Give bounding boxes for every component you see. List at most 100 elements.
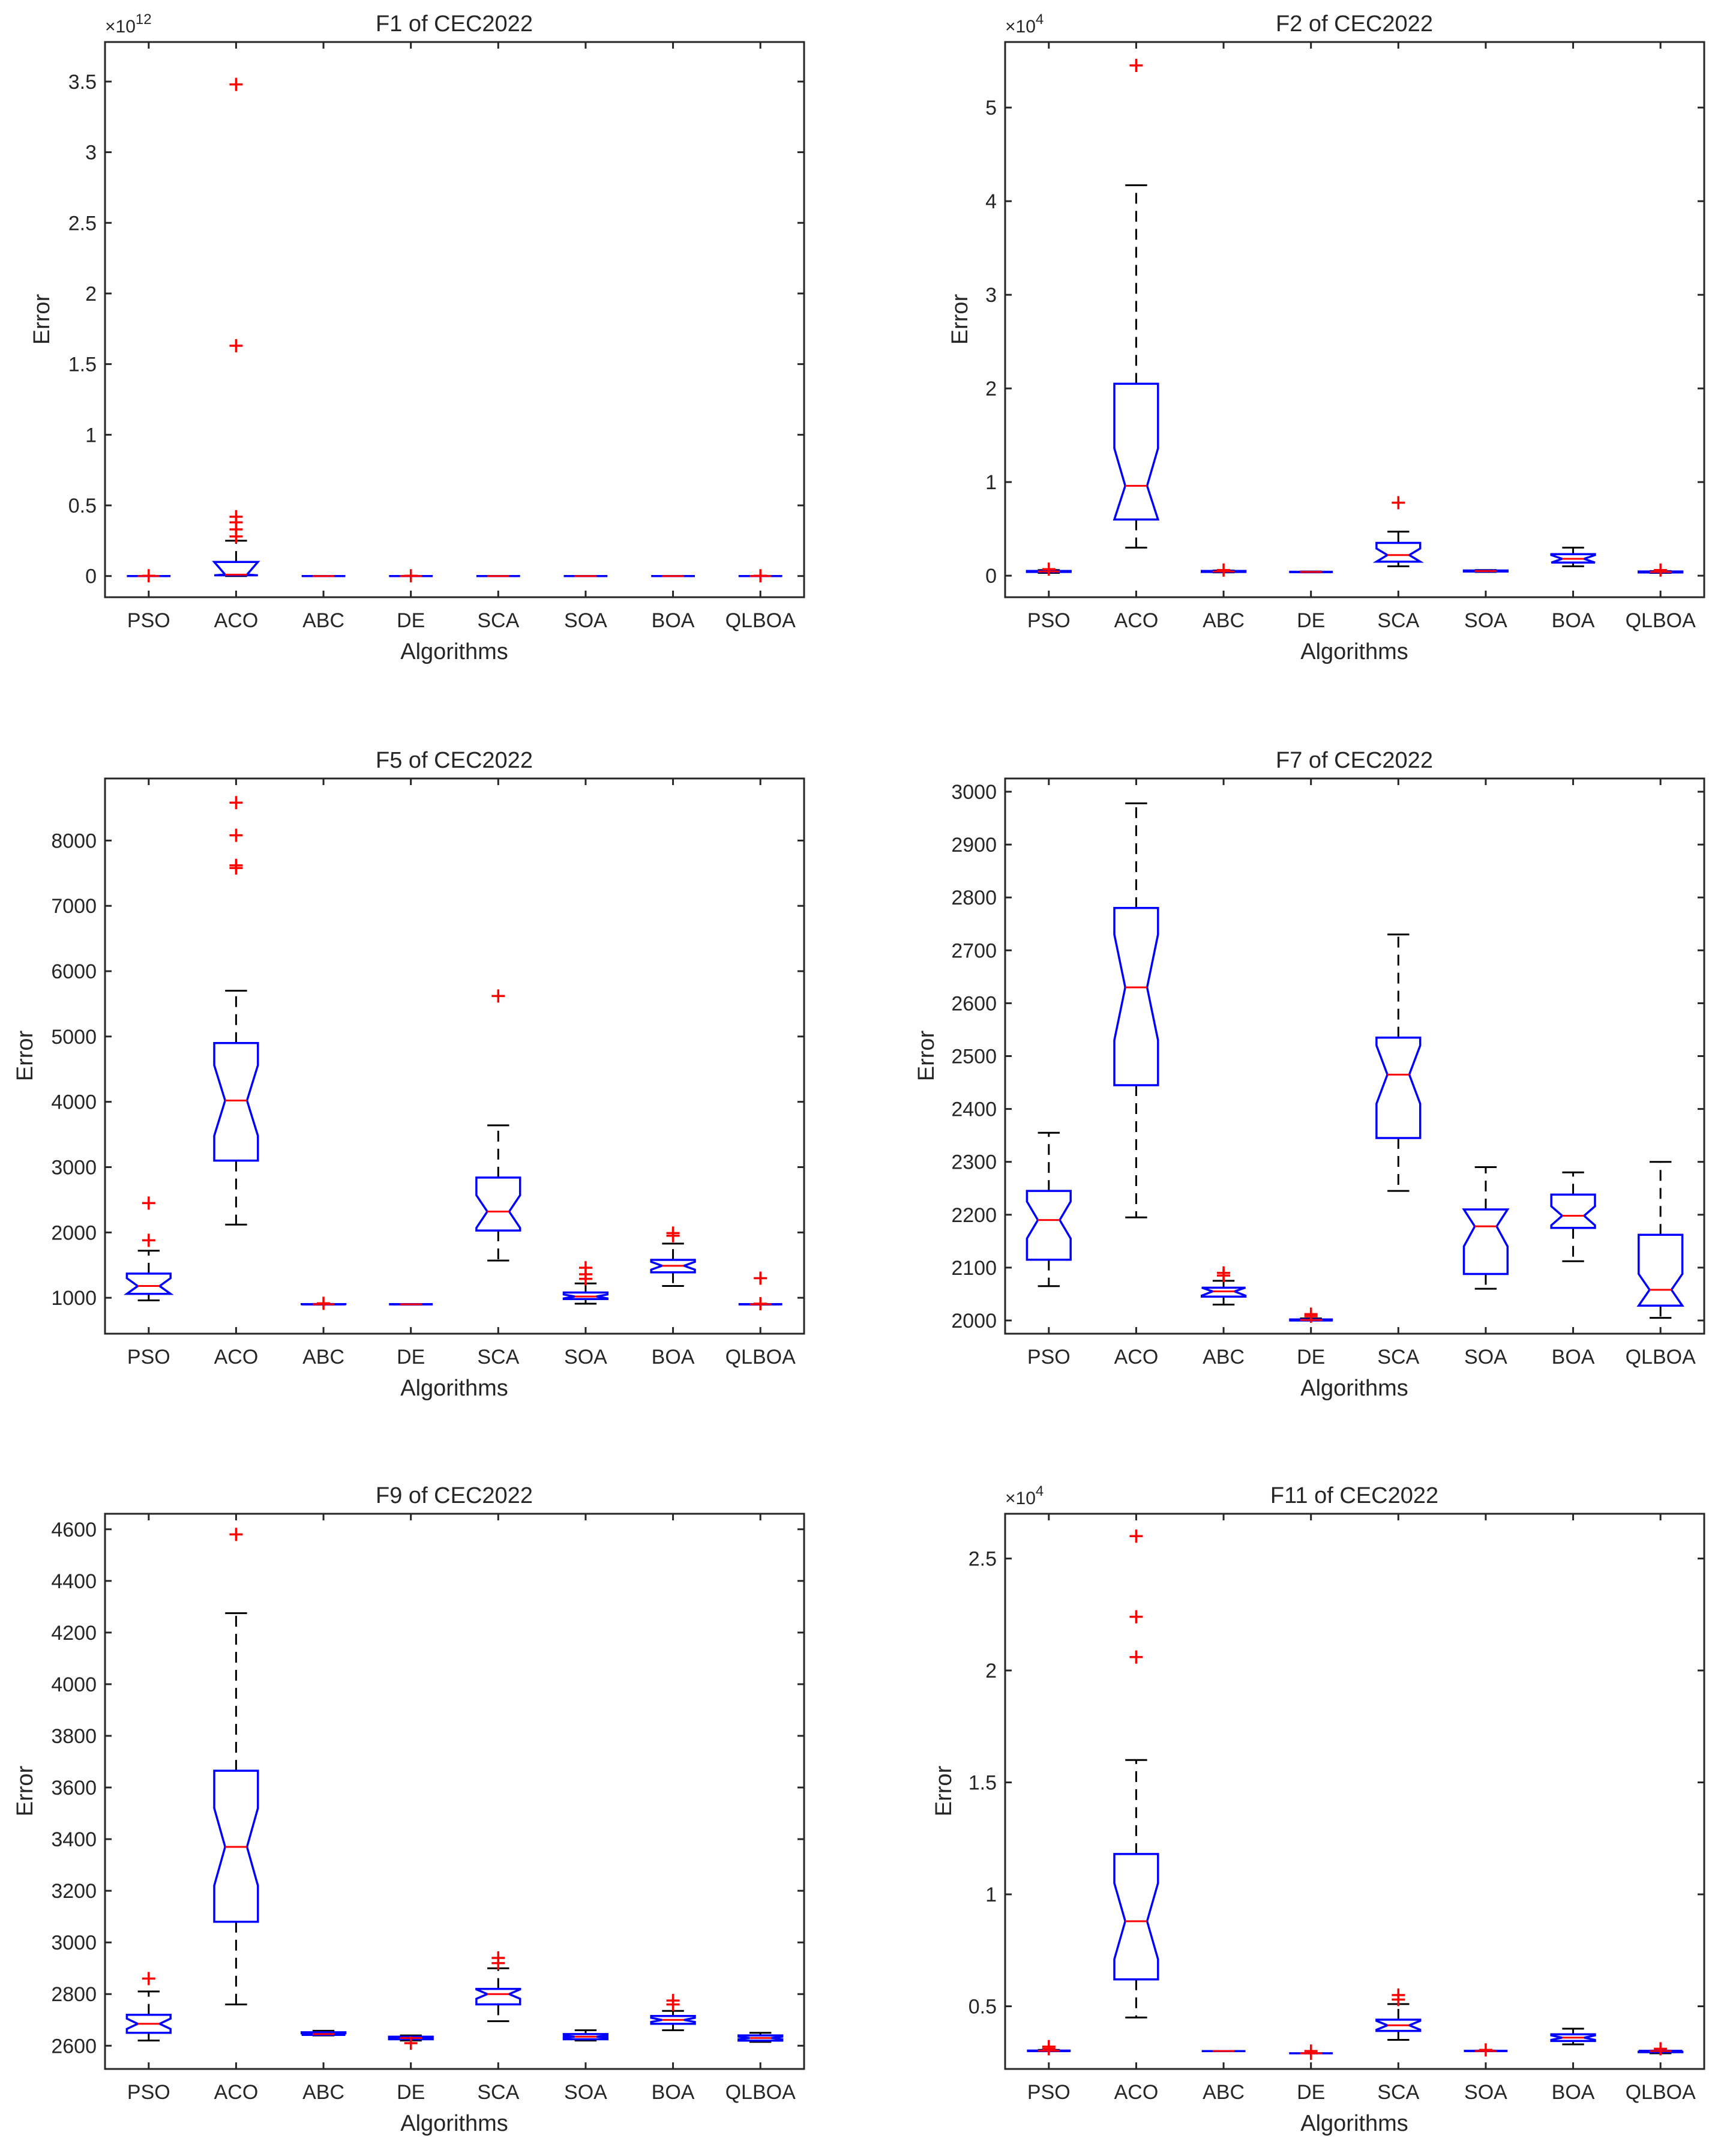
x-tick-label: PSO — [127, 1346, 170, 1369]
box-sca — [475, 989, 521, 1262]
y-tick-label: 5000 — [51, 1026, 97, 1049]
y-tick-label: 4000 — [51, 1091, 97, 1114]
box-soa — [1462, 569, 1509, 573]
box-body — [123, 1272, 174, 1295]
box-body — [1027, 2049, 1071, 2052]
y-axis-label: Error — [914, 1030, 939, 1081]
box-body — [1026, 570, 1072, 573]
outlier-marker — [229, 1528, 243, 1541]
y-tick-label: 0.5 — [68, 495, 97, 517]
outlier-marker — [754, 1296, 767, 1310]
y-tick-label: 2 — [985, 378, 997, 400]
box-body — [1550, 553, 1596, 564]
x-tick-label: BOA — [1552, 2081, 1595, 2104]
y-tick-label: 7000 — [51, 895, 97, 918]
outlier-marker — [229, 796, 243, 810]
y-tick-label: 4600 — [51, 1519, 97, 1541]
y-axis-label: Error — [931, 1765, 957, 1816]
plot-layer: 2600 2800 3000 3200 3400 3600 3800 4000 4200 4400… — [51, 1514, 804, 2104]
exponent-value: 4 — [1036, 1483, 1044, 1499]
box-qlboa — [1638, 563, 1684, 577]
box-body — [1462, 1208, 1510, 1275]
box-qlboa — [1638, 2042, 1684, 2056]
box-qlboa — [737, 2032, 784, 2043]
outlier-marker — [491, 1951, 505, 1965]
box-aco — [212, 77, 260, 577]
outlier-marker — [404, 2036, 418, 2050]
box-de — [1289, 1307, 1333, 1323]
box-boa — [1550, 1171, 1596, 1262]
outlier-marker — [1217, 1266, 1231, 1280]
x-tick-label: SOA — [564, 1346, 607, 1369]
y-tick-label: 3000 — [51, 1157, 97, 1179]
x-tick-label: BOA — [652, 609, 695, 632]
y-tick-label: 2900 — [951, 834, 997, 857]
y-tick-label: 3000 — [51, 1932, 97, 1954]
y-tick-label: 1 — [985, 1883, 997, 1906]
x-tick-label: BOA — [1552, 609, 1595, 632]
box-body — [212, 561, 260, 577]
x-tick-label: QLBOA — [725, 1346, 796, 1369]
outlier-marker — [229, 339, 243, 353]
outlier-marker — [1129, 1529, 1143, 1543]
box-body — [650, 1259, 696, 1274]
y-tick-label: 4000 — [51, 1673, 97, 1696]
x-tick-label: DE — [397, 1346, 425, 1369]
x-tick-label: BOA — [652, 1346, 695, 1369]
outlier-marker — [1042, 2040, 1056, 2053]
box-qlboa — [1636, 1161, 1684, 1319]
box-boa — [650, 1226, 696, 1287]
box-soa — [1462, 1166, 1510, 1290]
y-tick-label: 4200 — [51, 1622, 97, 1645]
chart-title: F11 of CEC2022 — [1270, 1483, 1438, 1508]
x-tick-label: SOA — [1464, 2081, 1507, 2104]
box-sca — [475, 1951, 521, 2022]
x-tick-label: QLBOA — [725, 2081, 796, 2104]
outlier-marker — [666, 1226, 680, 1240]
y-tick-label: 0 — [85, 565, 97, 588]
y-tick-label: 2700 — [951, 939, 997, 962]
x-tick-label: SCA — [1377, 1346, 1419, 1369]
box-abc — [1200, 563, 1247, 577]
x-tick-label: QLBOA — [1626, 609, 1696, 632]
chart-f11: F11 of CEC2022 0.5 1 1.5 2 2.5 PSO ACO ABC DE SCA… — [931, 1483, 1705, 2136]
outlier-marker — [1479, 2043, 1492, 2057]
x-tick-label: SOA — [564, 2081, 607, 2104]
x-tick-label: PSO — [127, 2081, 170, 2104]
box-body — [475, 1176, 521, 1232]
y-tick-label: 3200 — [51, 1880, 97, 1903]
outlier-marker — [229, 77, 243, 91]
x-tick-label: SOA — [1464, 609, 1507, 632]
chart-f1: F1 of CEC2022 0 0.5 1 1.5 2 2.5 3 3.5 PSO ACO ABC D… — [29, 11, 805, 664]
y-tick-label: 3600 — [51, 1777, 97, 1799]
box-body — [213, 1769, 259, 1923]
plot-frame — [1004, 1513, 1705, 2070]
outlier-marker — [1129, 1650, 1143, 1664]
outlier-marker — [229, 828, 243, 842]
x-tick-label: SCA — [1377, 609, 1419, 632]
outlier-marker — [1304, 1307, 1318, 1321]
chart-f2: F2 of CEC2022 0 1 2 3 4 5 PSO ACO ABC DE SCA SOA BOA… — [948, 11, 1705, 664]
x-axis-label: Algorithms — [1300, 2111, 1408, 2136]
x-tick-label: DE — [397, 2081, 425, 2104]
box-sca — [1375, 933, 1422, 1192]
box-soa — [562, 2029, 609, 2042]
y-axis-label: Error — [948, 294, 973, 345]
y-axis-label: Error — [29, 294, 55, 345]
x-tick-label: PSO — [1027, 1346, 1071, 1369]
outlier-marker — [229, 858, 243, 872]
x-tick-label: ACO — [214, 1346, 259, 1369]
box-body — [1200, 1286, 1247, 1298]
box-body — [300, 1302, 347, 1305]
outlier-marker — [142, 569, 155, 583]
y-tick-label: 2000 — [951, 1310, 997, 1332]
outlier-marker — [1129, 1610, 1143, 1624]
x-tick-label: ABC — [1203, 609, 1245, 632]
x-tick-label: SCA — [477, 2081, 519, 2104]
chart-title: F5 of CEC2022 — [376, 748, 533, 773]
y-tick-label: 2800 — [51, 1983, 97, 2006]
y-tick-label: 2600 — [951, 992, 997, 1015]
y-tick-label: 2200 — [951, 1204, 997, 1227]
box-qlboa — [738, 569, 782, 583]
